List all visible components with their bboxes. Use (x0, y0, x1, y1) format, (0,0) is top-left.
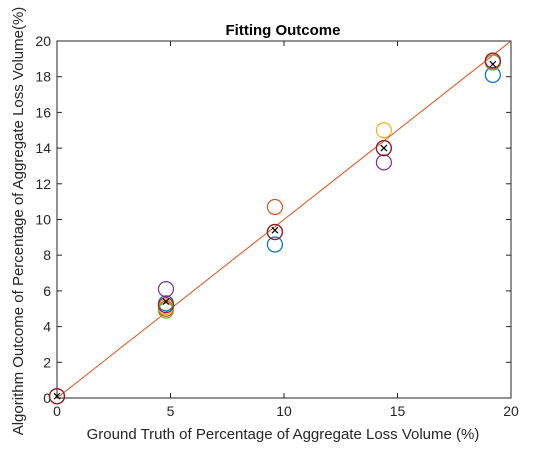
data-point (375, 122, 392, 139)
data-point (266, 223, 284, 241)
mean-marker (271, 226, 279, 234)
data-point (375, 154, 392, 171)
x-tick-label: 15 (390, 403, 406, 419)
data-point (375, 140, 392, 157)
y-tick-label: 0 (43, 390, 51, 406)
y-tick-label: 18 (35, 69, 51, 85)
data-point (48, 388, 66, 405)
y-tick-label: 12 (35, 176, 51, 192)
x-tick-label: 10 (276, 403, 292, 419)
data-point (266, 236, 284, 253)
data-point (157, 297, 175, 314)
y-tick-label: 20 (35, 33, 51, 49)
x-axis-label: Ground Truth of Percentage of Aggregate … (87, 426, 480, 443)
data-point (484, 52, 501, 69)
mean-marker (489, 60, 497, 68)
data-point (266, 198, 284, 216)
y-tick-label: 8 (43, 247, 51, 263)
mean-marker (380, 144, 388, 152)
plot-area: 0 5 10 15 20 0 2 4 6 8 10 12 14 16 18 20 (35, 33, 519, 419)
chart-title: Fitting Outcome (226, 22, 341, 39)
y-axis-label: Algorithm Outcome of Percentage of Aggre… (10, 7, 27, 436)
y-tick-label: 4 (43, 319, 51, 335)
data-point (157, 281, 175, 298)
data-point (157, 302, 175, 319)
fit-line (56, 40, 512, 399)
x-tick-label: 20 (503, 403, 519, 419)
x-tick-label: 0 (53, 403, 61, 419)
y-tick-label: 10 (35, 212, 51, 228)
y-tick-label: 2 (43, 354, 51, 370)
y-tick-label: 16 (35, 104, 51, 120)
x-tick-label: 5 (167, 403, 175, 419)
data-point (484, 66, 501, 84)
mean-marker (53, 392, 61, 400)
mean-marker (162, 298, 170, 306)
y-tick-label: 14 (35, 140, 51, 156)
y-tick-label: 6 (43, 283, 51, 299)
